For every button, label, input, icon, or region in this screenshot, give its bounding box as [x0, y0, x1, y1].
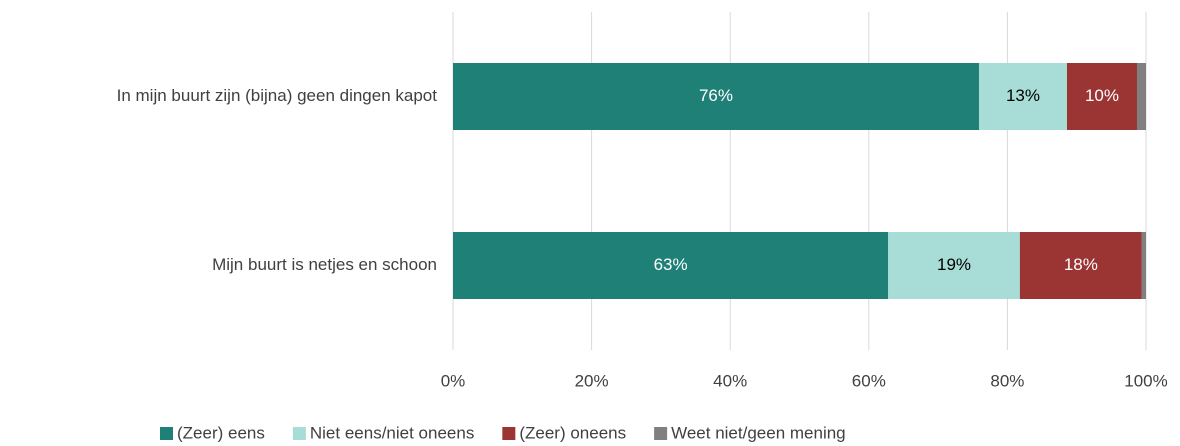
bar-segment [1136, 63, 1146, 130]
bar-segment [978, 63, 1067, 130]
bar-segment [1019, 232, 1142, 299]
legend-swatch [654, 427, 668, 440]
bar-segment [453, 63, 979, 130]
legend-label: Niet eens/niet oneens [310, 423, 474, 442]
legend-swatch [160, 427, 173, 440]
data-label: 76% [699, 86, 733, 105]
x-tick-label: 0% [441, 371, 466, 390]
category-label: Mijn buurt is netjes en schoon [212, 255, 437, 274]
x-tick-label: 60% [852, 371, 886, 390]
legend-label: (Zeer) eens [177, 423, 265, 442]
data-label: 19% [937, 255, 971, 274]
bar-segment [453, 232, 889, 299]
x-tick-label: 40% [713, 371, 747, 390]
legend-swatch [502, 427, 516, 440]
legend-label: (Zeer) oneens [519, 423, 626, 442]
data-label: 18% [1064, 255, 1098, 274]
bar-segment [888, 232, 1020, 299]
category-label: In mijn buurt zijn (bijna) geen dingen k… [117, 86, 438, 105]
x-tick-label: 100% [1124, 371, 1167, 390]
data-label: 63% [654, 255, 688, 274]
data-label: 10% [1085, 86, 1119, 105]
data-label: 13% [1006, 86, 1040, 105]
bar-segment [1141, 232, 1146, 299]
legend-swatch [292, 427, 306, 440]
legend-label: Weet niet/geen mening [671, 423, 846, 442]
bar-segment [1066, 63, 1137, 130]
x-tick-label: 80% [990, 371, 1024, 390]
x-tick-label: 20% [575, 371, 609, 390]
